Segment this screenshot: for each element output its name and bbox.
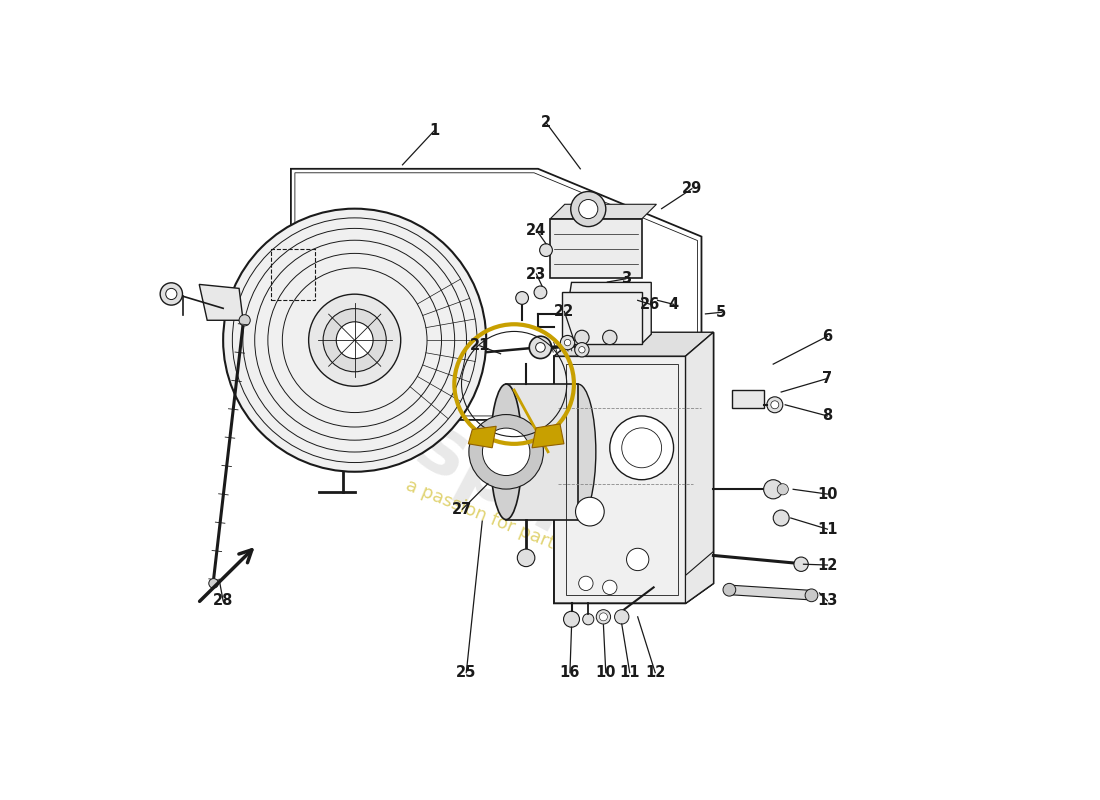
Circle shape [574,342,590,357]
Text: 3: 3 [620,271,630,286]
Circle shape [615,610,629,624]
Circle shape [583,614,594,625]
Circle shape [603,580,617,594]
Circle shape [239,314,250,326]
Polygon shape [554,332,714,356]
Text: 8: 8 [823,409,833,423]
Circle shape [767,397,783,413]
Polygon shape [685,551,714,603]
Polygon shape [550,218,642,278]
Circle shape [627,548,649,570]
Circle shape [564,339,571,346]
Circle shape [575,498,604,526]
Text: 25: 25 [456,665,476,680]
Circle shape [516,291,528,304]
Ellipse shape [560,384,596,519]
Polygon shape [532,424,564,448]
Ellipse shape [491,384,522,519]
Polygon shape [469,426,496,448]
Text: 28: 28 [213,594,233,608]
Circle shape [540,244,552,257]
Polygon shape [199,285,243,320]
Circle shape [535,286,547,298]
Text: a passion for parts since 1985: a passion for parts since 1985 [403,476,662,595]
Text: eurospar: eurospar [220,310,616,570]
Text: 7: 7 [823,371,833,386]
Circle shape [337,322,373,358]
Circle shape [517,549,535,566]
Circle shape [609,416,673,480]
Text: 23: 23 [526,266,547,282]
Polygon shape [554,332,714,603]
Text: 26: 26 [640,297,661,312]
Circle shape [563,611,580,627]
Text: 27: 27 [452,502,472,517]
Polygon shape [506,384,578,519]
Circle shape [560,335,574,350]
Circle shape [600,613,607,621]
Text: 29: 29 [682,182,702,196]
Text: 4: 4 [669,297,679,312]
Text: 11: 11 [817,522,838,537]
Circle shape [773,510,789,526]
Circle shape [571,191,606,226]
Circle shape [574,330,590,345]
Circle shape [161,283,183,305]
Circle shape [323,309,386,372]
Polygon shape [732,390,763,408]
Polygon shape [685,332,714,603]
Polygon shape [562,292,641,344]
Circle shape [223,209,486,472]
Circle shape [596,610,611,624]
Circle shape [209,578,219,588]
Circle shape [579,346,585,353]
Polygon shape [562,282,651,344]
Text: 12: 12 [645,665,665,680]
Circle shape [603,330,617,345]
Circle shape [794,557,808,571]
Text: 11: 11 [619,665,640,680]
Circle shape [579,199,597,218]
Text: 2: 2 [541,115,551,130]
Text: 13: 13 [817,594,837,608]
Circle shape [309,294,400,386]
Circle shape [763,480,783,499]
Circle shape [778,484,789,495]
Text: 21: 21 [470,338,490,354]
Circle shape [771,401,779,409]
Text: 22: 22 [554,304,574,319]
Text: 1: 1 [429,123,440,138]
Polygon shape [727,585,814,600]
Text: 10: 10 [595,665,616,680]
Circle shape [469,414,543,489]
Text: 16: 16 [560,665,580,680]
Circle shape [166,288,177,299]
Text: 6: 6 [823,329,833,344]
Polygon shape [550,204,657,218]
Text: 12: 12 [817,558,837,573]
Circle shape [529,336,551,358]
Circle shape [483,428,530,475]
Text: 5: 5 [716,305,726,320]
Text: 24: 24 [526,222,547,238]
Circle shape [805,589,818,602]
Circle shape [723,583,736,596]
Circle shape [579,576,593,590]
Text: 10: 10 [817,486,838,502]
Circle shape [536,342,546,352]
